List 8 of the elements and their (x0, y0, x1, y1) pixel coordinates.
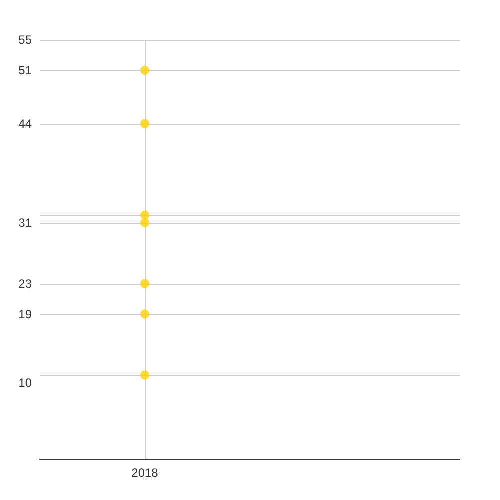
y-tick-label: 31 (18, 216, 32, 230)
y-tick-label: 19 (18, 307, 32, 322)
y-tick-label: 51 (18, 63, 32, 78)
x-tick-label: 2018 (132, 466, 159, 480)
y-tick-label: 55 (18, 33, 32, 47)
y-tick-label: 44 (18, 116, 32, 131)
y-tick-label: 10 (18, 376, 32, 390)
y-tick-label: 23 (18, 276, 32, 291)
